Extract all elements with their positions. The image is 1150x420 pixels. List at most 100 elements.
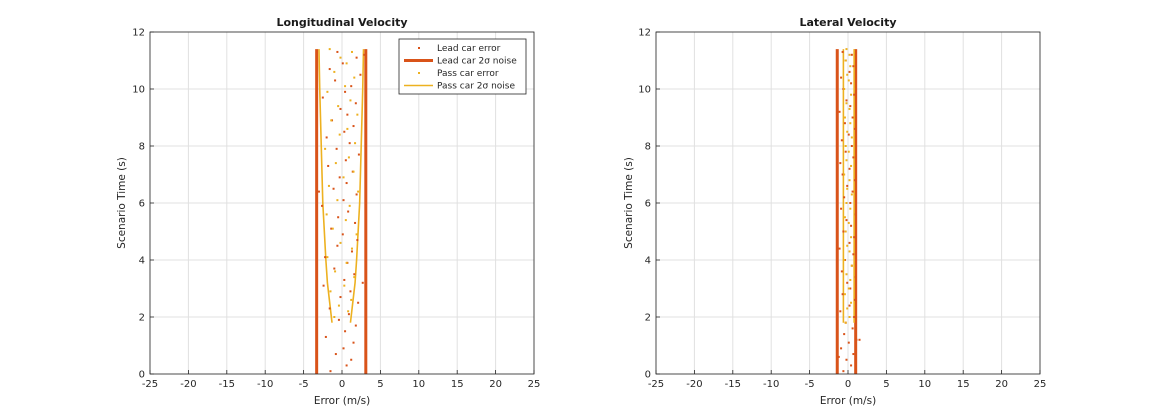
chart-title: Longitudinal Velocity xyxy=(276,16,407,29)
lead-error-point xyxy=(357,301,360,304)
lead-error-point xyxy=(353,273,356,276)
lead-error-point xyxy=(852,65,855,68)
legend-label: Pass car error xyxy=(437,69,499,79)
pass-error-point xyxy=(337,304,340,307)
pass-error-point xyxy=(845,48,848,51)
lead-error-point xyxy=(334,79,337,82)
pass-error-point xyxy=(847,287,850,290)
x-tick-label: 5 xyxy=(377,379,383,390)
pass-error-point xyxy=(848,250,851,253)
lead-error-point xyxy=(348,142,351,145)
x-tick-label: -25 xyxy=(142,379,158,390)
y-tick-label: 4 xyxy=(645,256,651,267)
x-tick-label: -20 xyxy=(180,379,196,390)
x-tick-label: 20 xyxy=(995,379,1008,390)
lead-error-point xyxy=(853,179,856,182)
pass-error-point xyxy=(850,136,853,139)
lead-error-point xyxy=(354,324,357,327)
lead-error-point xyxy=(839,310,842,313)
pass-error-point xyxy=(330,119,333,122)
x-tick-label: -10 xyxy=(257,379,273,390)
lead-error-point xyxy=(359,73,362,76)
pass-error-point xyxy=(349,99,352,102)
lead-error-point xyxy=(852,253,855,256)
pass-error-point xyxy=(356,113,359,116)
pass-error-point xyxy=(328,48,331,51)
pass-error-point xyxy=(327,184,330,187)
pass-error-point xyxy=(354,142,357,145)
pass-error-point xyxy=(843,173,846,176)
lead-error-point xyxy=(327,164,330,167)
pass-error-point xyxy=(329,290,332,293)
lead-error-point xyxy=(328,307,331,310)
lead-error-point xyxy=(344,330,347,333)
lead-error-point xyxy=(342,199,345,202)
y-tick-label: 6 xyxy=(645,199,651,210)
lead-error-point xyxy=(337,318,340,321)
pass-error-point xyxy=(339,241,342,244)
lead-error-point xyxy=(839,162,842,165)
lead-error-point xyxy=(332,187,335,190)
lead-error-point xyxy=(321,204,324,207)
lead-error-point xyxy=(350,358,353,361)
lead-error-point xyxy=(853,236,856,239)
pass-error-point xyxy=(849,278,852,281)
pass-error-point xyxy=(343,284,346,287)
lead-error-point xyxy=(853,93,856,96)
pass-error-point xyxy=(844,230,847,233)
y-axis-label: Scenario Time (s) xyxy=(116,157,128,249)
pass-error-point xyxy=(847,221,850,224)
pass-error-point xyxy=(848,179,851,182)
lead-error-point xyxy=(845,219,848,222)
lead-error-point xyxy=(851,190,854,193)
y-tick-label: 12 xyxy=(638,28,651,39)
lead-error-point xyxy=(356,239,359,242)
pass-error-point xyxy=(845,102,848,105)
lead-error-point xyxy=(347,313,350,316)
lead-error-point xyxy=(334,353,337,356)
lead-error-point xyxy=(848,70,851,73)
lead-error-point xyxy=(849,105,852,108)
lead-error-point xyxy=(843,333,846,336)
pass-error-point xyxy=(850,164,853,167)
lead-error-point xyxy=(853,298,856,301)
pass-error-point xyxy=(843,88,846,90)
legend-label: Lead car error xyxy=(437,44,501,54)
lead-error-point xyxy=(842,370,845,373)
lead-error-point xyxy=(840,270,843,273)
x-tick-label: 5 xyxy=(883,379,889,390)
pass-error-point xyxy=(350,50,353,53)
lead-error-point xyxy=(846,184,849,187)
y-tick-label: 0 xyxy=(645,370,651,381)
legend-label: Pass car 2σ noise xyxy=(437,82,515,92)
pass-error-point xyxy=(850,301,853,304)
lead-error-point xyxy=(345,364,348,367)
y-tick-label: 6 xyxy=(139,199,145,210)
lead-error-point xyxy=(853,127,856,130)
lead-error-point xyxy=(840,139,843,142)
y-tick-label: 10 xyxy=(132,85,145,96)
lead-error-point xyxy=(854,276,857,279)
pass-error-point xyxy=(344,219,347,222)
x-tick-label: -5 xyxy=(299,379,309,390)
pass-error-point xyxy=(849,207,852,210)
lead-error-point xyxy=(840,207,843,210)
lead-error-point xyxy=(350,250,353,253)
lead-error-point xyxy=(342,347,345,350)
pass-error-point xyxy=(849,65,852,68)
pass-error-point xyxy=(849,122,852,125)
pass-error-point xyxy=(357,190,360,193)
x-tick-label: -20 xyxy=(686,379,702,390)
pass-error-point xyxy=(844,145,847,147)
pass-error-point xyxy=(846,187,849,190)
legend-marker xyxy=(418,47,420,49)
lead-error-point xyxy=(354,102,357,105)
lead-error-point xyxy=(850,82,853,85)
x-tick-label: -5 xyxy=(805,379,815,390)
lead-error-point xyxy=(843,196,846,199)
x-tick-label: -15 xyxy=(219,379,235,390)
lead-error-point xyxy=(852,156,855,159)
lead-error-point xyxy=(841,173,844,176)
lead-error-point xyxy=(344,90,347,93)
lead-error-point xyxy=(850,224,853,227)
